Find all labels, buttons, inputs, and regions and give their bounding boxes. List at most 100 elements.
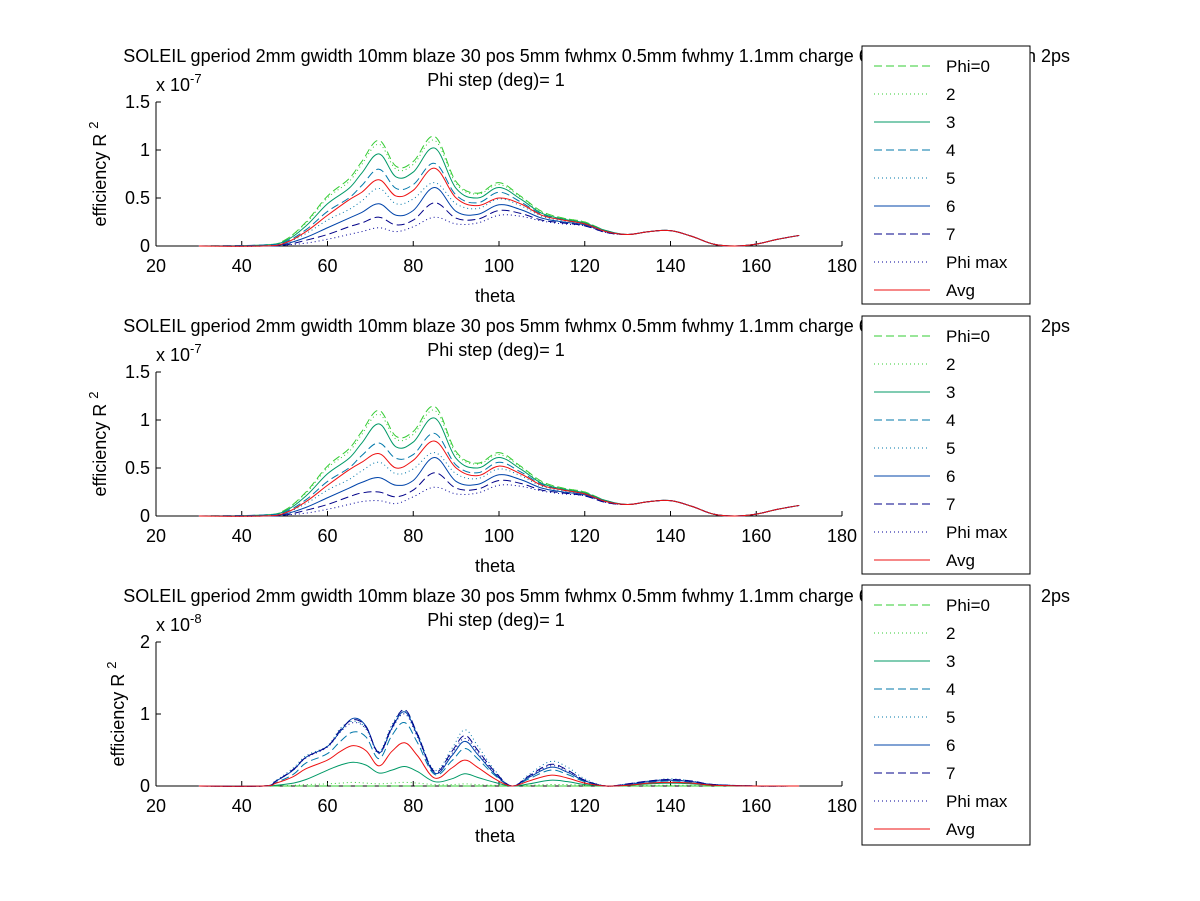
y-tick-label: 2	[140, 632, 150, 652]
series-line-3	[198, 761, 800, 787]
x-tick-label: 140	[655, 526, 685, 546]
chart-subtitle: Phi step (deg)= 1	[427, 340, 565, 360]
y-tick-label: 1	[140, 140, 150, 160]
legend-label: 6	[946, 197, 955, 216]
chart-title-tail: 2ps	[1041, 316, 1070, 336]
legend-label: 4	[946, 411, 955, 430]
series-line-phi-0	[198, 135, 800, 247]
x-tick-label: 120	[570, 256, 600, 276]
series-line-2	[198, 139, 800, 247]
x-tick-label: 100	[484, 256, 514, 276]
legend-label: 2	[946, 355, 955, 374]
y-axis-label: efficiency R 2	[86, 392, 110, 497]
y-tick-label: 1	[140, 704, 150, 724]
legend-label: 6	[946, 467, 955, 486]
y-axis-label: efficiency R 2	[104, 662, 128, 767]
legend-label: Phi max	[946, 792, 1008, 811]
chart-title: SOLEIL gperiod 2mm gwidth 10mm blaze 30 …	[123, 316, 869, 336]
series-line-3	[198, 417, 800, 517]
legend-label: 6	[946, 736, 955, 755]
series-line-4	[198, 722, 800, 787]
y-tick-label: 1.5	[125, 92, 150, 112]
series-line-avg	[198, 167, 800, 247]
x-tick-label: 180	[827, 796, 857, 816]
legend-label: 5	[946, 169, 955, 188]
x-tick-label: 180	[827, 526, 857, 546]
legend-2: Phi=0 2 3 4 5 6 7 Phi max Avg	[861, 315, 1031, 575]
legend-label: 4	[946, 680, 955, 699]
x-tick-label: 20	[146, 526, 166, 546]
legend-label: Phi=0	[946, 327, 990, 346]
y-tick-label: 0	[140, 776, 150, 796]
y-multiplier-label: x 10-7	[156, 71, 202, 95]
x-tick-label: 80	[403, 526, 423, 546]
series-line-avg	[198, 440, 800, 517]
legend-label: Avg	[946, 551, 975, 570]
legend-label: Avg	[946, 820, 975, 839]
series-line-2	[198, 409, 800, 517]
series-line-phi-0	[198, 405, 800, 517]
x-tick-label: 20	[146, 796, 166, 816]
x-tick-label: 100	[484, 526, 514, 546]
legend-label: 7	[946, 495, 955, 514]
x-tick-label: 60	[317, 256, 337, 276]
y-tick-label: 0.5	[125, 188, 150, 208]
x-tick-label: 40	[232, 256, 252, 276]
x-tick-label: 120	[570, 526, 600, 546]
y-multiplier-label: x 10-8	[156, 611, 202, 635]
x-axis-label: theta	[475, 286, 516, 306]
x-tick-label: 60	[317, 526, 337, 546]
y-tick-label: 1	[140, 410, 150, 430]
legend-3: Phi=0 2 3 4 5 6 7 Phi max Avg	[861, 584, 1031, 846]
x-tick-label: 160	[741, 526, 771, 546]
legend-label: 2	[946, 624, 955, 643]
x-tick-label: 40	[232, 796, 252, 816]
series-line-phi-max	[198, 713, 800, 787]
series-line-5	[198, 709, 800, 787]
y-multiplier-label: x 10-7	[156, 341, 202, 365]
legend-box	[861, 315, 1031, 575]
legend-label: Phi max	[946, 253, 1008, 272]
chart-title-tail: 2ps	[1041, 586, 1070, 606]
series-line-6	[198, 711, 800, 787]
y-tick-label: 0.5	[125, 458, 150, 478]
y-tick-label: 1.5	[125, 362, 150, 382]
x-tick-label: 80	[403, 256, 423, 276]
legend-label: 3	[946, 652, 955, 671]
legend-label: Avg	[946, 281, 975, 300]
chart-title-tail: h 2ps	[1026, 46, 1070, 66]
legend-label: 7	[946, 764, 955, 783]
y-tick-label: 0	[140, 506, 150, 526]
series-line-7	[198, 202, 800, 247]
y-tick-label: 0	[140, 236, 150, 256]
series-line-2	[198, 781, 800, 787]
legend-label: 5	[946, 439, 955, 458]
legend-label: 4	[946, 141, 955, 160]
series-line-avg	[198, 742, 800, 787]
legend-label: 3	[946, 113, 955, 132]
x-tick-label: 20	[146, 256, 166, 276]
x-tick-label: 140	[655, 256, 685, 276]
legend-label: 2	[946, 85, 955, 104]
legend-label: Phi=0	[946, 57, 990, 76]
chart-subtitle: Phi step (deg)= 1	[427, 70, 565, 90]
chart-title: SOLEIL gperiod 2mm gwidth 10mm blaze 30 …	[123, 46, 869, 66]
series-line-7	[198, 472, 800, 517]
x-tick-label: 80	[403, 796, 423, 816]
series-line-5	[198, 182, 800, 247]
legend-label: 5	[946, 708, 955, 727]
chart-panel-3: 20 40 60 80 100 120 140 160 180 0 1 2 x 10-8 SOLEIL g…	[104, 586, 1070, 846]
x-axis-label: theta	[475, 556, 516, 576]
x-tick-label: 40	[232, 526, 252, 546]
x-axis-label: theta	[475, 826, 516, 846]
chart-title: SOLEIL gperiod 2mm gwidth 10mm blaze 30 …	[123, 586, 869, 606]
x-tick-label: 180	[827, 256, 857, 276]
legend-label: Phi max	[946, 523, 1008, 542]
legend-1: Phi=0 2 3 4 5 6 7 Phi max Avg	[861, 45, 1031, 305]
legend-box	[861, 45, 1031, 305]
legend-label: 7	[946, 225, 955, 244]
legend-label: Phi=0	[946, 596, 990, 615]
x-tick-label: 60	[317, 796, 337, 816]
chart-panel-1: 20 40 60 80 100 120 140 160 180 0 0.5 1 1.5 x 10-7 SOL…	[86, 46, 1070, 306]
